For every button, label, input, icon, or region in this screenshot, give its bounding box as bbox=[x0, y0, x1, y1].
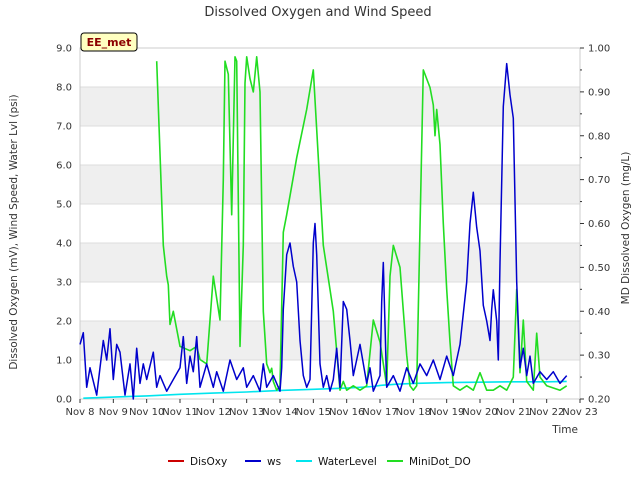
chart-title: Dissolved Oxygen and Wind Speed bbox=[204, 5, 431, 20]
site-badge: EE_met bbox=[80, 32, 138, 52]
x-tick-label: Nov 12 bbox=[196, 407, 231, 418]
y-left-tick-label: 1.0 bbox=[56, 356, 72, 367]
series-line-waterlevel bbox=[83, 380, 567, 399]
x-tick-label: Nov 17 bbox=[362, 407, 397, 418]
y-left-tick-label: 9.0 bbox=[56, 44, 72, 55]
y-left-tick-label: 3.0 bbox=[56, 278, 72, 289]
y-axis-left-label: Dissolved Oxygen (mV), Wind Speed, Water… bbox=[8, 94, 20, 369]
y-left-tick-label: 7.0 bbox=[56, 122, 72, 133]
y-left-tick-label: 5.0 bbox=[56, 200, 72, 211]
y-left-tick-label: 8.0 bbox=[56, 83, 72, 94]
site-badge-box bbox=[80, 32, 138, 52]
x-tick-label: Nov 13 bbox=[229, 407, 264, 418]
legend: DisOxy ws WaterLevel MiniDot_DO bbox=[168, 456, 471, 468]
background-band bbox=[80, 321, 580, 360]
x-tick-label: Nov 15 bbox=[296, 407, 331, 418]
x-tick-label: Nov 10 bbox=[129, 407, 164, 418]
y-left-tick-label: 2.0 bbox=[56, 317, 72, 328]
background-band bbox=[80, 165, 580, 204]
y-axis-left-ticks: 0.0 1.0 2.0 3.0 4.0 5.0 6.0 7.0 8.0 9.0 bbox=[56, 44, 72, 406]
y-right-tick-label: 0.20 bbox=[588, 395, 610, 406]
y-left-tick-label: 6.0 bbox=[56, 161, 72, 172]
series-line-minidot-do bbox=[155, 55, 568, 392]
y-left-tick-label: 0.0 bbox=[56, 395, 72, 406]
y-right-tick-label: 0.40 bbox=[588, 307, 610, 318]
x-tick-label: Nov 9 bbox=[99, 407, 128, 418]
x-tick-label: Nov 22 bbox=[529, 407, 564, 418]
x-tick-label: Nov 23 bbox=[562, 407, 597, 418]
y-right-tick-label: 0.50 bbox=[588, 263, 610, 274]
series-line-ws bbox=[79, 62, 568, 400]
x-tick-label: Nov 16 bbox=[329, 407, 364, 418]
y-right-tick-label: 0.70 bbox=[588, 175, 610, 186]
background-bands bbox=[80, 87, 580, 360]
y-right-tick-label: 0.80 bbox=[588, 131, 610, 142]
x-tick-label: Nov 8 bbox=[65, 407, 94, 418]
x-tick-label: Nov 11 bbox=[162, 407, 197, 418]
y-right-tick-label: 1.00 bbox=[588, 44, 610, 55]
site-badge-label: EE_met bbox=[87, 36, 132, 49]
y-axis-right-ticks: 0.20 0.30 0.40 0.50 0.60 0.70 0.80 0.90 1.00 bbox=[580, 44, 610, 406]
series-layer bbox=[79, 55, 568, 400]
x-tick-label: Nov 14 bbox=[262, 407, 297, 418]
legend-label: DisOxy bbox=[190, 456, 227, 468]
x-tick-label: Nov 18 bbox=[396, 407, 431, 418]
background-band bbox=[80, 87, 580, 126]
legend-label: MiniDot_DO bbox=[409, 456, 471, 468]
background-band bbox=[80, 243, 580, 282]
x-tick-label: Nov 19 bbox=[429, 407, 464, 418]
x-axis-label: Time bbox=[551, 424, 578, 436]
x-tick-label: Nov 21 bbox=[496, 407, 531, 418]
x-tick-label: Nov 20 bbox=[462, 407, 497, 418]
y-left-tick-label: 4.0 bbox=[56, 239, 72, 250]
y-right-tick-label: 0.30 bbox=[588, 351, 610, 362]
y-axis-right-label: MD Dissolved Oxygen (mg/L) bbox=[620, 152, 632, 305]
legend-label: WaterLevel bbox=[318, 456, 377, 468]
y-right-tick-label: 0.60 bbox=[588, 219, 610, 230]
legend-label: ws bbox=[267, 456, 281, 468]
y-right-tick-label: 0.90 bbox=[588, 87, 610, 98]
